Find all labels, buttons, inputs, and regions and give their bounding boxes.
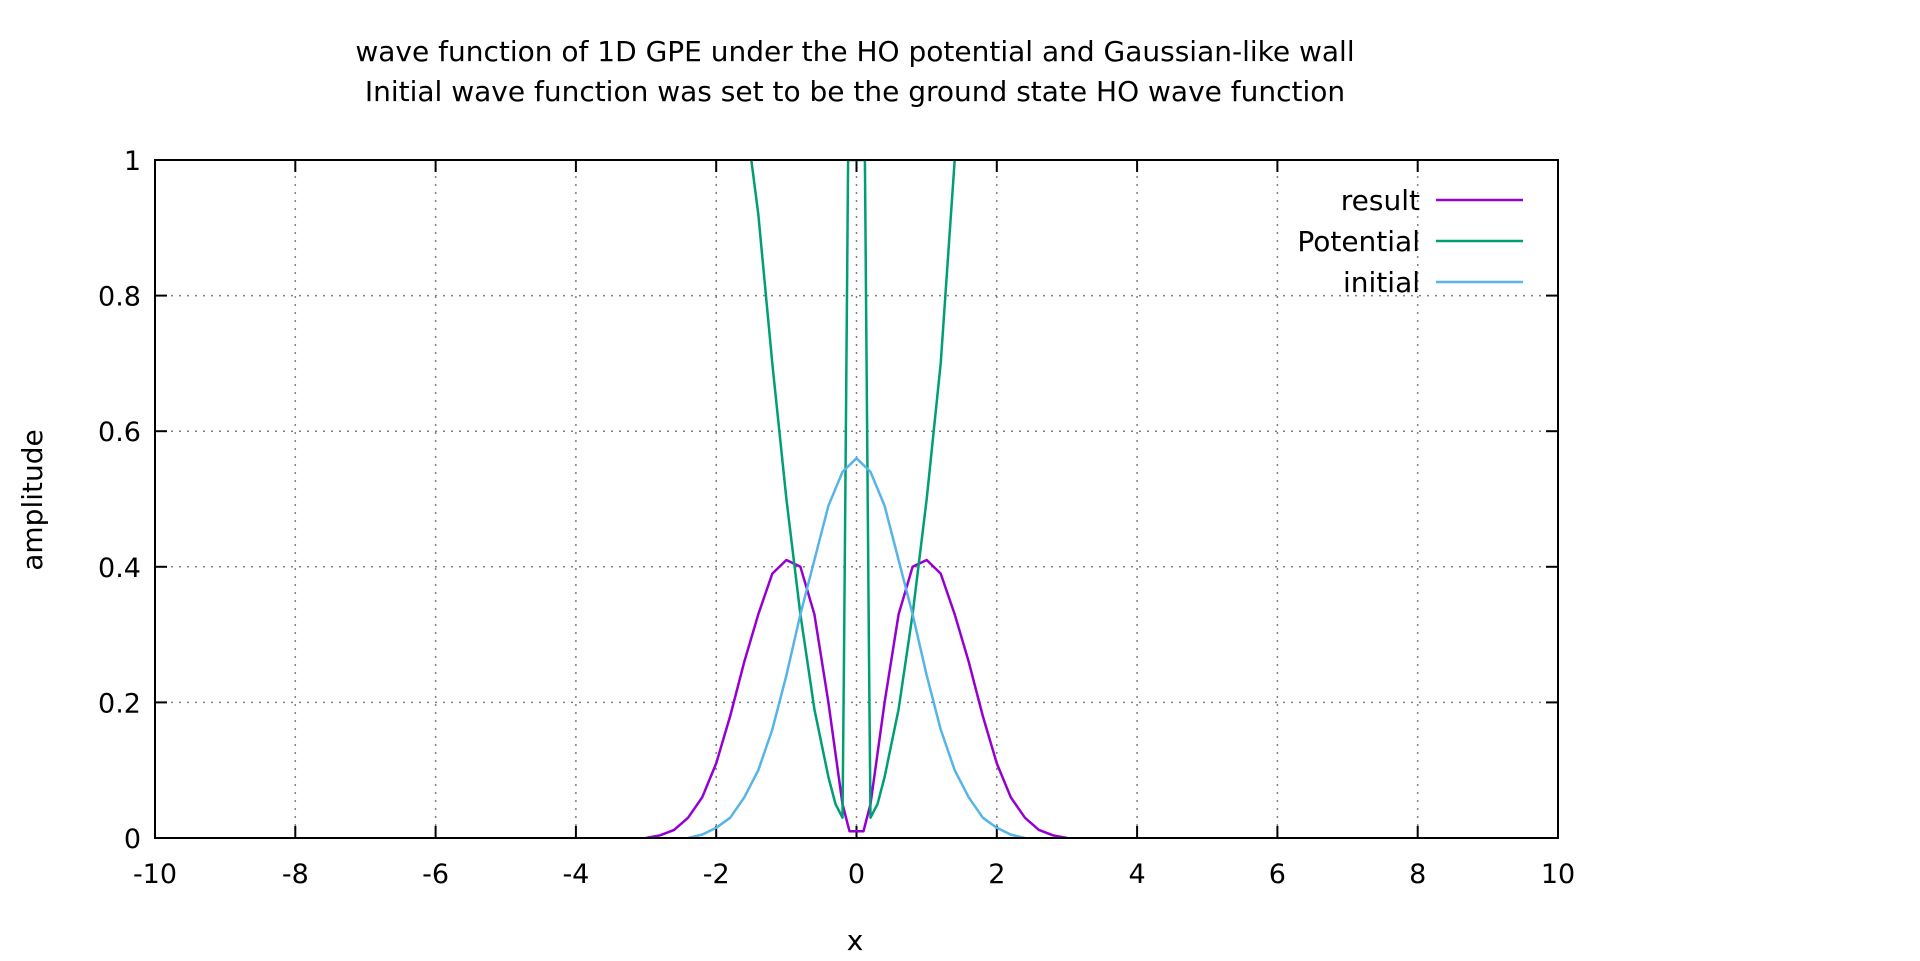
y-tick-labels: 0 0.2 0.4 0.6 0.8 1 (98, 146, 141, 855)
x-axis-label: x (847, 924, 864, 957)
legend-label-initial: initial (1343, 266, 1420, 299)
x-tick-labels: -10 -8 -6 -4 -2 0 2 4 6 8 10 (133, 859, 1575, 890)
x-tick-label: 2 (988, 859, 1005, 890)
x-tick-label: 0 (848, 859, 865, 890)
series-line-initial (687, 457, 1026, 838)
y-tick-label: 0.2 (98, 688, 141, 719)
x-tick-label: 6 (1269, 859, 1286, 890)
series-line-potential (750, 160, 956, 819)
x-tick-label: -2 (703, 859, 730, 890)
y-axis-label: amplitude (16, 429, 49, 571)
x-tick-label: 10 (1541, 859, 1575, 890)
x-tick-label: -8 (282, 859, 309, 890)
y-tick-label: 0.8 (98, 282, 141, 313)
x-tick-label: 8 (1409, 859, 1426, 890)
x-tick-label: -4 (562, 859, 589, 890)
legend-label-potential: Potential (1297, 225, 1420, 258)
y-tick-label: 0 (124, 824, 141, 855)
chart-title: wave function of 1D GPE under the HO pot… (355, 35, 1354, 68)
x-tick-label: -10 (133, 859, 177, 890)
grid (155, 160, 1558, 838)
series-line-result (645, 558, 1068, 838)
legend-label-result: result (1341, 184, 1420, 217)
legend: result Potential initial (1297, 184, 1523, 299)
y-tick-label: 0.4 (98, 553, 141, 584)
chart-subtitle: Initial wave function was set to be the … (365, 75, 1345, 108)
series-lines (645, 160, 1068, 838)
plot-border (154, 159, 1559, 839)
x-tick-label: 4 (1129, 859, 1146, 890)
y-tick-label: 1 (124, 146, 141, 177)
x-tick-label: -6 (422, 859, 449, 890)
y-tick-label: 0.6 (98, 417, 141, 448)
